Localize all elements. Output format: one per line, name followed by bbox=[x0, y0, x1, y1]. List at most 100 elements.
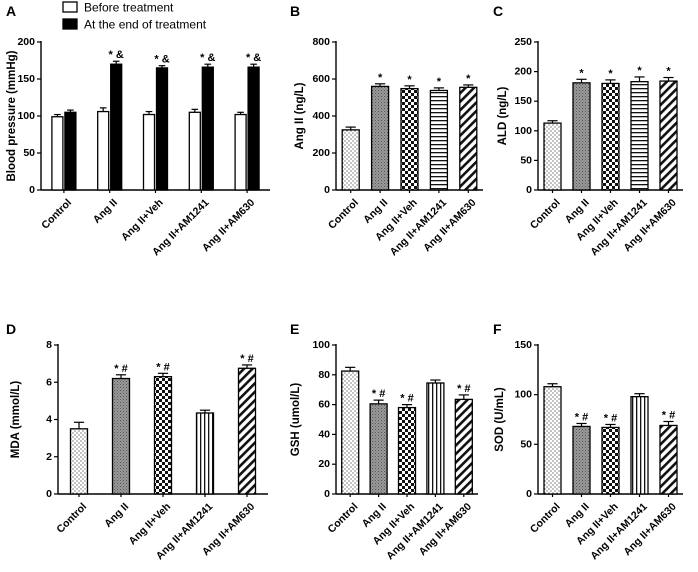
y-tick-label: 20 bbox=[318, 458, 330, 470]
y-tick-label: 200 bbox=[514, 66, 532, 78]
x-tick-label: Ang II+AM630 bbox=[421, 197, 478, 254]
y-tick-label: 0 bbox=[324, 488, 330, 500]
y-axis-label: MDA (mmol/L) bbox=[10, 381, 22, 459]
y-tick-label: 50 bbox=[520, 154, 532, 166]
x-tick-label: Control bbox=[326, 197, 361, 232]
bar bbox=[142, 113, 156, 191]
panel-letter: A bbox=[6, 3, 16, 19]
x-tick-label: Ang II+Veh bbox=[119, 197, 166, 244]
y-tick-label: 150 bbox=[17, 73, 35, 85]
bar bbox=[572, 425, 591, 495]
bar bbox=[543, 122, 562, 191]
significance-mark: * bbox=[378, 72, 383, 84]
significance-mark: * bbox=[466, 73, 471, 85]
y-tick-label: 0 bbox=[46, 488, 52, 500]
x-tick-label: Control bbox=[39, 197, 74, 232]
legend: Before treatment At the end of treatment bbox=[62, 1, 207, 32]
y-tick-label: 100 bbox=[514, 389, 532, 401]
y-tick-label: 50 bbox=[23, 147, 35, 159]
significance-mark: * # bbox=[575, 411, 588, 423]
y-tick-label: 0 bbox=[324, 184, 330, 196]
bar bbox=[234, 113, 247, 191]
bar bbox=[111, 377, 131, 495]
bar bbox=[659, 80, 678, 191]
significance-mark: * bbox=[608, 68, 613, 80]
significance-mark: * # bbox=[604, 412, 617, 424]
bar bbox=[153, 376, 173, 495]
bar bbox=[237, 367, 257, 495]
bar bbox=[51, 116, 64, 191]
y-tick-label: 6 bbox=[46, 376, 52, 388]
x-tick-label: Control bbox=[54, 501, 89, 536]
x-tick-label: Ang II+AM630 bbox=[621, 501, 678, 558]
significance-mark: * # bbox=[156, 361, 169, 373]
y-tick-label: 50 bbox=[520, 438, 532, 450]
y-tick-label: 600 bbox=[312, 73, 330, 85]
y-tick-label: 400 bbox=[312, 110, 330, 122]
y-axis-label: GSH (umol/L) bbox=[290, 383, 302, 457]
y-tick-label: 0 bbox=[29, 184, 35, 196]
y-tick-label: 200 bbox=[17, 36, 35, 48]
significance-mark: * # bbox=[400, 393, 413, 405]
significance-mark: * bbox=[637, 65, 642, 77]
y-tick-label: 0 bbox=[526, 184, 532, 196]
bar bbox=[429, 89, 449, 191]
y-axis-label: ALD (ng/L) bbox=[497, 86, 509, 145]
bar bbox=[370, 85, 390, 191]
bar bbox=[195, 412, 215, 495]
legend-label: Before treatment bbox=[84, 1, 174, 15]
bar bbox=[69, 428, 89, 495]
bar bbox=[630, 396, 649, 495]
bar bbox=[369, 403, 388, 495]
y-tick-label: 250 bbox=[514, 36, 532, 48]
significance-mark: * bbox=[437, 76, 442, 88]
y-tick-label: 150 bbox=[514, 95, 532, 107]
y-tick-label: 40 bbox=[318, 428, 330, 440]
panel-a: A Blood pressure (mmHg) 0 50 100 150 200 Contro… bbox=[6, 1, 270, 258]
significance-mark: * bbox=[666, 66, 671, 78]
bar bbox=[341, 370, 360, 495]
bar bbox=[454, 398, 473, 495]
y-tick-label: 150 bbox=[514, 339, 532, 351]
bar bbox=[426, 382, 445, 495]
panel-letter: B bbox=[290, 3, 300, 19]
bar bbox=[155, 67, 169, 191]
bar bbox=[64, 111, 77, 191]
y-tick-label: 2 bbox=[46, 451, 52, 463]
bar bbox=[201, 66, 214, 191]
significance-mark: * bbox=[579, 67, 584, 79]
bar bbox=[188, 111, 201, 191]
bar bbox=[630, 81, 649, 191]
bar bbox=[247, 66, 260, 191]
y-tick-label: 8 bbox=[46, 339, 52, 351]
y-tick-label: 60 bbox=[318, 399, 330, 411]
bar bbox=[601, 426, 620, 495]
y-tick-label: 80 bbox=[318, 369, 330, 381]
legend-swatch bbox=[62, 18, 78, 30]
panel-letter: E bbox=[290, 321, 299, 337]
y-axis-label: Blood pressure (mmHg) bbox=[6, 50, 18, 181]
bar bbox=[601, 82, 620, 191]
x-tick-label: Ang II bbox=[102, 501, 131, 530]
y-axis-label: SOD (U/mL) bbox=[494, 387, 506, 452]
bar bbox=[400, 87, 419, 191]
y-tick-label: 4 bbox=[46, 414, 52, 426]
significance-mark: * & bbox=[246, 52, 261, 64]
significance-mark: * # bbox=[114, 363, 127, 375]
bar bbox=[659, 424, 678, 495]
bar bbox=[543, 386, 562, 495]
panel-letter: C bbox=[493, 3, 503, 19]
significance-mark: * & bbox=[154, 54, 169, 66]
legend-swatch bbox=[62, 1, 78, 13]
bar bbox=[341, 129, 360, 191]
y-tick-label: 100 bbox=[312, 339, 330, 351]
significance-mark: * # bbox=[240, 353, 253, 365]
y-tick-label: 800 bbox=[312, 36, 330, 48]
significance-mark: * # bbox=[662, 409, 675, 421]
y-tick-label: 200 bbox=[312, 147, 330, 159]
